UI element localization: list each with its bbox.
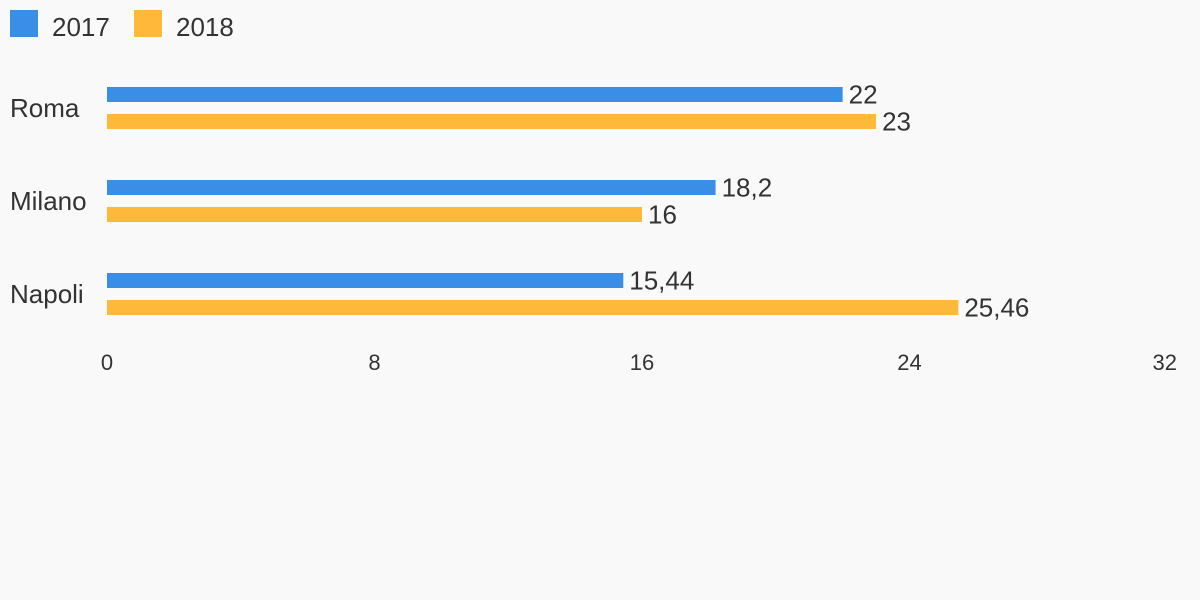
bar-milano-2018: [107, 207, 642, 222]
legend-swatch-2018: [134, 10, 162, 37]
bar-roma-2017: [107, 87, 843, 102]
x-tick-label: 32: [1153, 350, 1177, 375]
chart-legend: 2017 2018: [10, 10, 234, 42]
legend-label-2018: 2018: [176, 12, 234, 42]
value-label-napoli-2018: 25,46: [964, 293, 1029, 323]
value-label-napoli-2017: 15,44: [629, 266, 694, 296]
category-label-roma: Roma: [10, 93, 80, 123]
value-label-roma-2017: 22: [849, 80, 878, 110]
value-label-roma-2018: 23: [882, 107, 911, 137]
bar-roma-2018: [107, 114, 877, 129]
bar-napoli-2018: [107, 300, 959, 315]
category-label-milano: Milano: [10, 186, 87, 216]
bar-series: [107, 87, 959, 315]
bar-napoli-2017: [107, 273, 624, 288]
category-labels: Roma Milano Napoli: [10, 93, 87, 309]
value-label-milano-2018: 16: [648, 200, 677, 230]
value-label-milano-2017: 18,2: [722, 173, 773, 203]
x-axis: 0 8 16 24 32: [101, 350, 1177, 375]
x-tick-label: 24: [897, 350, 921, 375]
x-tick-label: 8: [368, 350, 380, 375]
legend-swatch-2017: [10, 10, 38, 37]
x-tick-label: 0: [101, 350, 113, 375]
x-tick-label: 16: [630, 350, 654, 375]
bar-milano-2017: [107, 180, 716, 195]
category-label-napoli: Napoli: [10, 279, 84, 309]
legend-label-2017: 2017: [52, 12, 110, 42]
